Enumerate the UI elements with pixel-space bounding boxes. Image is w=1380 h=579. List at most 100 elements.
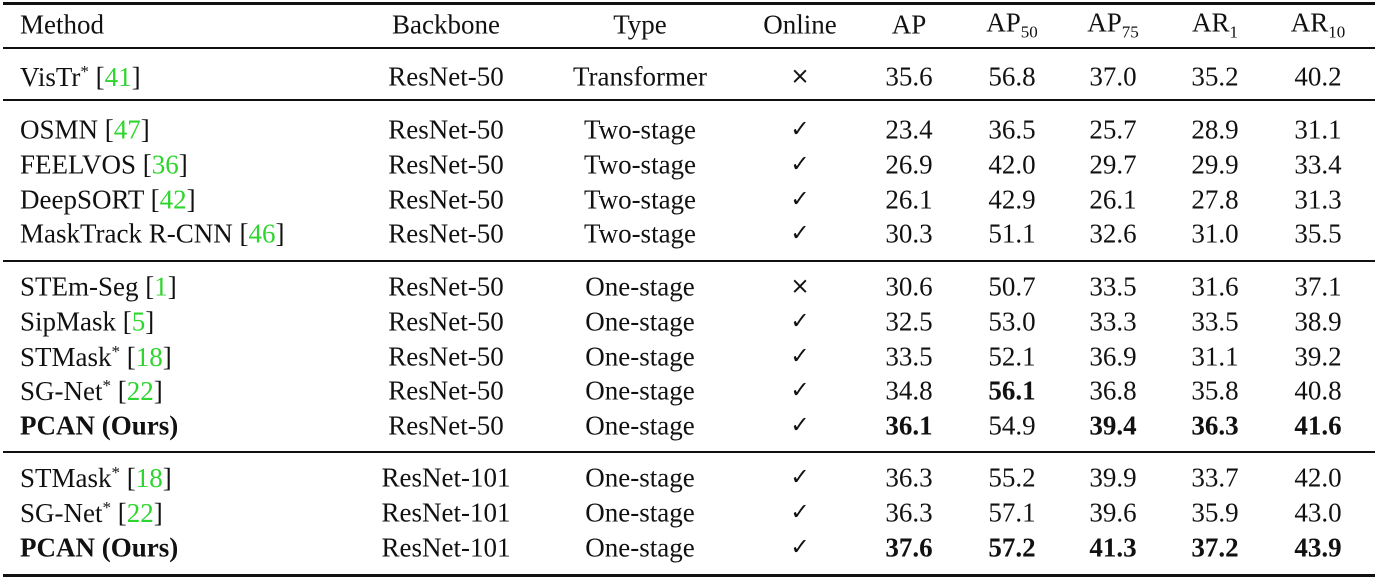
column-header: AP75 (1087, 9, 1139, 41)
header-text: Online (763, 9, 837, 40)
backbone-cell: ResNet-50 (388, 306, 504, 337)
type-cell: One-stage (585, 497, 695, 528)
method-text: ] (186, 184, 196, 215)
method-text: * (102, 376, 112, 396)
score-cell: 38.9 (1294, 306, 1342, 337)
score-cell: 31.0 (1191, 218, 1239, 249)
method-text: ] (178, 149, 188, 180)
method-text: * (111, 341, 121, 361)
table-rule (3, 451, 1375, 453)
method-text: [ (88, 62, 105, 92)
method-text: ] (153, 376, 163, 407)
score-cell: 33.4 (1294, 149, 1342, 180)
header-text: AR (1290, 7, 1329, 38)
online-cell: ✓ (790, 377, 810, 404)
score-cell: 39.2 (1294, 341, 1342, 372)
score-cell: 42.9 (988, 184, 1036, 215)
score-cell: 37.1 (1294, 271, 1342, 302)
backbone-cell: ResNet-50 (388, 218, 504, 249)
score-cell: 37.2 (1191, 532, 1239, 563)
backbone-cell: ResNet-50 (388, 410, 504, 441)
method-text: OSMN [ (20, 114, 114, 145)
type-cell: Two-stage (583, 218, 697, 249)
score-cell: 23.4 (885, 114, 933, 145)
backbone-cell: ResNet-50 (388, 341, 504, 372)
score-cell: 33.5 (885, 341, 933, 372)
type-cell: One-stage (585, 306, 695, 337)
online-cell: ✓ (790, 534, 810, 561)
method-cell: SipMask [5] (20, 308, 154, 335)
online-cell: ✓ (790, 116, 810, 143)
method-text: DeepSORT [ (20, 184, 160, 215)
method-text: 36 (151, 149, 179, 180)
score-cell: 32.6 (1089, 218, 1137, 249)
score-cell: 42.0 (1294, 462, 1342, 493)
header-subscript: 50 (1020, 22, 1038, 42)
backbone-cell: ResNet-50 (388, 149, 504, 180)
method-text: ] (131, 62, 141, 92)
header-text: Type (613, 9, 667, 40)
type-cell: Two-stage (583, 184, 697, 215)
score-cell: 30.3 (885, 218, 933, 249)
method-text: 1 (154, 271, 168, 302)
method-text: ] (162, 463, 172, 493)
score-cell: 54.9 (988, 410, 1036, 441)
method-cell: VisTr* [41] (20, 63, 141, 91)
method-text: 41 (104, 62, 132, 92)
header-text: AP (891, 9, 927, 40)
score-cell: 39.4 (1089, 410, 1137, 441)
header-subscript: 1 (1229, 22, 1239, 42)
method-cell: SG-Net* [22] (20, 499, 163, 527)
method-text: STMask (20, 463, 112, 493)
method-cell: FEELVOS [36] (20, 151, 188, 178)
method-text: 18 (135, 341, 163, 372)
method-text: * (111, 463, 121, 482)
score-cell: 30.6 (885, 271, 933, 302)
method-text: PCAN (Ours) (20, 532, 179, 563)
score-cell: 26.1 (1089, 184, 1137, 215)
method-text: PCAN (Ours) (20, 410, 179, 441)
score-cell: 28.9 (1191, 114, 1239, 145)
method-cell: OSMN [47] (20, 114, 150, 145)
score-cell: 55.2 (988, 462, 1036, 493)
method-text: FEELVOS [ (20, 149, 152, 180)
score-cell: 53.0 (988, 306, 1036, 337)
score-cell: 57.1 (988, 497, 1036, 528)
method-text: 22 (126, 376, 154, 407)
online-cell: × (790, 63, 810, 90)
table-rule (3, 47, 1375, 49)
column-header: Online (763, 9, 837, 40)
column-header: AP (891, 9, 927, 40)
type-cell: One-stage (585, 532, 695, 563)
method-text: 18 (135, 463, 163, 493)
column-header: Method (20, 11, 104, 39)
score-cell: 35.2 (1191, 61, 1239, 92)
method-text: MaskTrack R-CNN [ (20, 218, 249, 249)
score-cell: 39.6 (1089, 497, 1137, 528)
score-cell: 41.6 (1294, 410, 1342, 441)
method-cell: STMask* [18] (20, 343, 172, 371)
score-cell: 31.1 (1191, 341, 1239, 372)
score-cell: 41.3 (1089, 532, 1137, 563)
table-rule (3, 99, 1375, 101)
column-header: Backbone (392, 11, 500, 39)
method-text: * (102, 497, 112, 517)
score-cell: 39.9 (1089, 462, 1137, 493)
score-cell: 33.3 (1089, 306, 1137, 337)
score-cell: 36.8 (1089, 375, 1137, 406)
online-cell: ✓ (790, 343, 810, 370)
method-text: ] (275, 218, 285, 249)
method-cell: STEm-Seg [1] (20, 271, 177, 302)
score-cell: 43.9 (1294, 532, 1342, 563)
score-cell: 43.0 (1294, 497, 1342, 528)
type-cell: One-stage (585, 375, 695, 406)
score-cell: 36.1 (885, 410, 933, 441)
method-text: [ (120, 463, 136, 493)
column-header: AP50 (986, 9, 1038, 42)
method-cell: STMask* [18] (20, 464, 172, 492)
score-cell: 33.7 (1191, 462, 1239, 493)
type-cell: Two-stage (583, 114, 697, 145)
score-cell: 35.8 (1191, 375, 1239, 406)
score-cell: 25.7 (1089, 114, 1137, 145)
method-text: ] (167, 271, 177, 302)
